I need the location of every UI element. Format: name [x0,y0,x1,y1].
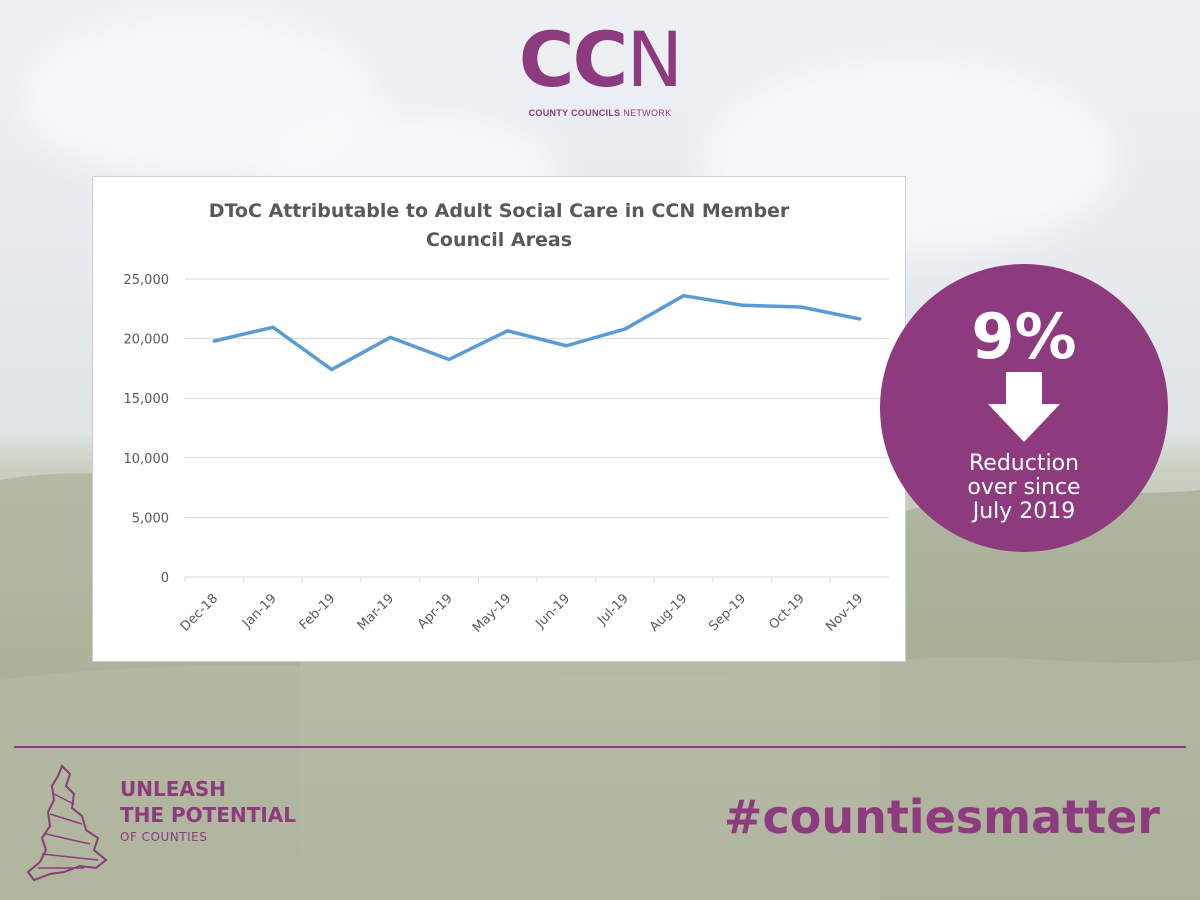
logo-subtitle: COUNTY COUNCILS NETWORK [0,108,1200,118]
logo-sub-bold: COUNTY COUNCILS [528,108,621,118]
logo-sub-light: NETWORK [620,108,672,118]
logo-ccn-bold: CC [518,15,629,104]
data-point [447,357,451,361]
unleash-slogan: UNLEASH THE POTENTIAL OF COUNTIES [120,776,296,844]
x-tick-label: Jan-19 [239,591,280,632]
hashtag: #countiesmatter [723,790,1160,844]
slogan-line-2: THE POTENTIAL [120,803,297,827]
x-tick-label: Apr-19 [415,591,456,632]
data-point [506,329,510,333]
chart-title-line-2: Council Areas [425,229,573,251]
data-point [858,317,862,321]
data-point [271,325,275,329]
y-tick-label: 5,000 [132,511,169,526]
chart-panel: DToC Attributable to Adult Social Care i… [92,176,906,662]
slogan-line-3: OF COUNTIES [120,830,208,844]
x-tick-label: Mar-19 [355,591,397,633]
data-point [388,335,392,339]
footer-divider [14,746,1186,748]
x-tick-label: May-19 [470,591,514,635]
reduction-percentage: 9% [971,300,1077,373]
y-tick-label: 20,000 [124,333,170,348]
data-point [682,294,686,298]
x-tick-label: Oct-19 [766,591,808,633]
y-tick-label: 25,000 [124,273,170,288]
reduction-caption-line-1: Reduction [969,451,1079,476]
series-line [212,293,862,372]
reduction-caption: Reduction over since July 2019 [880,452,1168,524]
y-tick-label: 0 [161,571,169,586]
x-tick-label: Nov-19 [823,591,866,634]
x-tick-label: Aug-19 [647,591,691,635]
chart-title: DToC Attributable to Adult Social Care i… [93,197,905,255]
data-point [212,339,216,343]
reduction-callout: 9% Reduction over since July 2019 [880,264,1168,552]
data-point [623,327,627,331]
reduction-caption-line-2: over since [967,475,1081,500]
x-tick-label: Jun-19 [532,591,573,632]
data-point [799,305,803,309]
data-point [564,344,568,348]
reduction-caption-line-3: July 2019 [972,499,1076,524]
x-tick-label: Dec-18 [178,591,221,634]
ccn-logo: CCN COUNTY COUNCILS NETWORK [0,22,1200,119]
slogan-line-1: UNLEASH [120,777,227,801]
down-arrow-icon [988,372,1060,442]
line-chart: 0 5,000 10,000 15,000 20,000 25,000 Dec-18 Jan-… [124,273,889,636]
england-map-icon [26,764,108,882]
logo-wordmark: CCN [0,22,1200,98]
data-point [330,368,334,372]
x-tick-label: Jul-19 [594,591,631,628]
y-tick-label: 10,000 [124,452,170,467]
logo-ccn-light: N [626,15,683,104]
data-point [740,303,744,307]
x-tick-label: Sep-19 [706,591,749,634]
chart-title-line-1: DToC Attributable to Adult Social Care i… [208,200,790,222]
x-tick-label: Feb-19 [297,591,339,633]
y-tick-label: 15,000 [124,392,170,407]
